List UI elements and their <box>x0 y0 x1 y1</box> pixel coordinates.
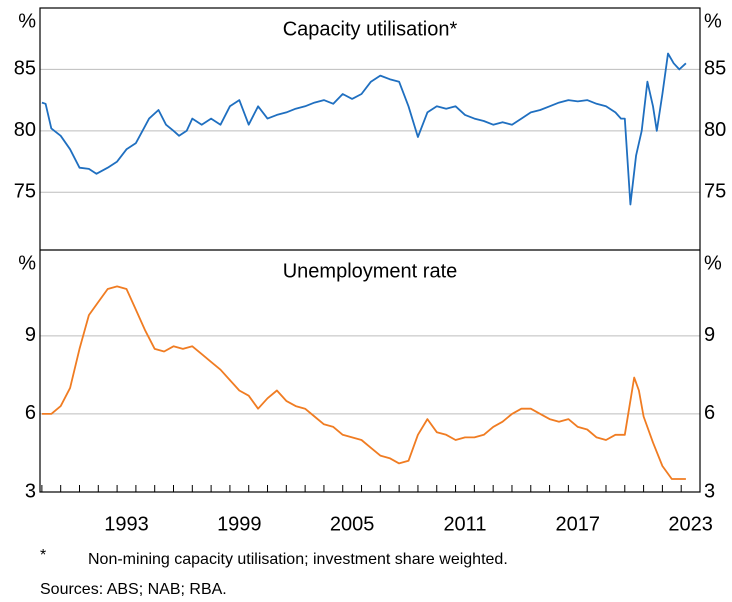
y2-tick-label: 9 <box>704 324 715 346</box>
y2-unit: % <box>704 10 722 32</box>
y2-tick-label: 80 <box>704 119 726 141</box>
y-tick-label: 9 <box>25 324 36 346</box>
sources: Sources: ABS; NAB; RBA. <box>40 581 227 598</box>
footnote: Non-mining capacity utilisation; investm… <box>88 551 508 568</box>
y2-unit: % <box>704 252 722 274</box>
y2-tick-label: 6 <box>704 402 715 424</box>
series-line <box>41 52 687 206</box>
panel-title: Unemployment rate <box>283 260 458 282</box>
y-tick-label: 6 <box>25 402 36 424</box>
y-unit: % <box>18 252 36 274</box>
x-tick-label: 2017 <box>556 513 601 535</box>
y-tick-label: 85 <box>14 58 36 80</box>
y-unit: % <box>18 10 36 32</box>
panel-title: Capacity utilisation* <box>283 18 458 40</box>
x-tick-label: 1993 <box>104 513 149 535</box>
y-tick-label: 80 <box>14 119 36 141</box>
y2-tick-label: 3 <box>704 480 715 502</box>
x-tick-label: 2011 <box>443 513 486 535</box>
x-tick-label: 2023 <box>668 513 713 535</box>
y-tick-label: 75 <box>14 181 36 203</box>
y-tick-label: 3 <box>25 480 36 502</box>
y2-tick-label: 85 <box>704 58 726 80</box>
y2-tick-label: 75 <box>704 181 726 203</box>
footnote-marker: * <box>40 547 46 564</box>
series-line <box>41 285 686 480</box>
x-tick-label: 2005 <box>330 513 375 535</box>
x-tick-label: 1999 <box>217 513 262 535</box>
